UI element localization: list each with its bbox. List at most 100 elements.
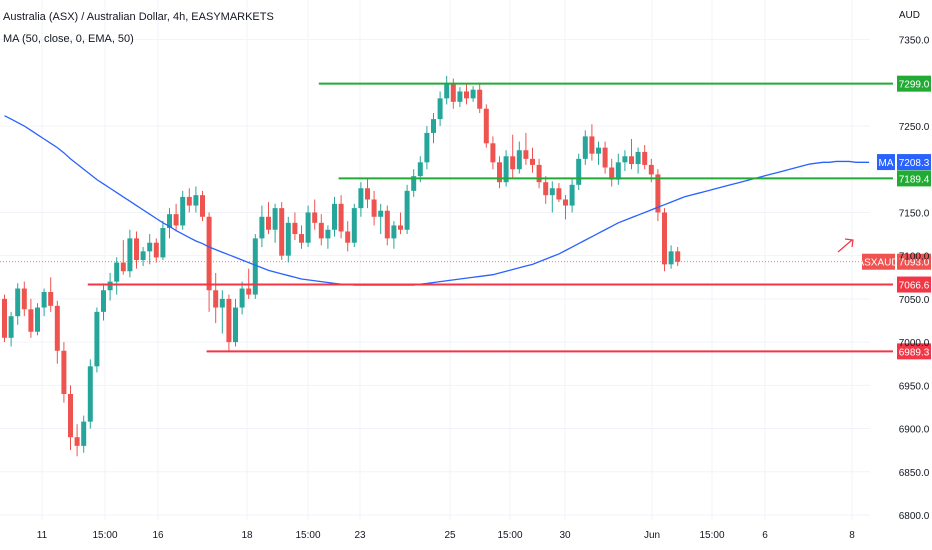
candle-body [431,119,436,133]
y-tick-label: 6950.0 [899,381,930,392]
x-tick-label: 11 [37,530,48,541]
candle-body [589,136,595,154]
candle-body [457,91,463,102]
candle-body [173,214,179,226]
level-tag-label: 7299.0 [899,80,930,91]
candle-body [378,210,384,217]
candle-body [629,156,634,165]
candle-body [292,222,298,235]
candle-body [516,150,522,170]
candle-body [444,82,450,99]
candle-body [167,214,172,229]
candle-body [543,182,549,196]
ma-tag-value-label: 7208.3 [899,158,930,169]
y-tick-label: 6800.0 [899,511,930,522]
candle-body [648,164,654,175]
candle-body [299,234,304,243]
y-tick-label: 7250.0 [899,122,930,133]
candle-body [41,291,47,308]
candle-body [193,195,199,206]
ma-tag-name-label: MA [879,158,894,169]
candle-body [305,212,311,243]
symbol-title[interactable]: Australia (ASX) / Australian Dollar, 4h,… [3,11,274,23]
candle-body [424,132,430,163]
ma-tag-name [877,154,895,171]
y-tick-label: 7150.0 [899,208,930,219]
candle-body [371,199,377,217]
candle-body [134,238,139,260]
symbol-tag-value [897,253,931,270]
candle-body [556,188,562,200]
arrow-annotation [837,238,854,253]
level-tag [897,170,931,187]
candle-body [325,229,331,239]
candle-body [127,238,133,272]
candle-body [206,216,212,291]
level-tag [897,75,931,92]
candle-body [437,98,443,120]
y-tick-label: 7000.0 [899,338,930,349]
candle-body [464,91,469,99]
candle-body [483,108,489,144]
level-tag [897,276,931,293]
candle-body [662,212,667,265]
candle-body [635,151,641,165]
candle-body [536,164,542,183]
candle-body [470,89,476,99]
candle-body [200,195,205,217]
symbol-tag-name [862,253,895,270]
candle-body [318,222,324,239]
x-tick-label: 15:00 [699,530,724,541]
x-tick-label: 23 [354,530,366,541]
candle-body [365,188,370,200]
candle-body [266,216,271,230]
candle-body [622,156,628,163]
candle-body [563,199,568,206]
x-tick-label: 30 [559,530,571,541]
symbol-tag-name-label: ASXAUD [857,258,898,269]
candle-body [101,290,106,312]
x-tick-label: 15:00 [295,530,320,541]
x-tick-label: 6 [762,530,768,541]
x-tick-label: Jun [644,530,660,541]
candle-body [87,366,93,422]
candle-body [510,156,516,170]
y-tick-label: 7100.0 [899,252,930,263]
x-tick-label: 15:00 [92,530,117,541]
level-tag-label: 7189.4 [899,174,930,185]
candle-body [411,176,417,191]
candle-body [239,288,245,308]
candle-body [358,188,364,209]
candle-body [48,291,54,306]
x-tick-label: 15:00 [497,530,522,541]
candle-body [404,190,410,230]
candle-body [675,251,681,262]
candle-body [120,262,126,272]
candle-body [252,238,258,295]
candle-body [602,147,608,168]
candle-body [61,350,67,394]
ma-line [4,115,870,286]
candle-body [345,231,351,243]
candle-body [417,162,423,177]
candle-body [21,288,27,310]
candle-body [351,208,357,243]
indicator-legend[interactable]: MA (50, close, 0, EMA, 50) [3,33,134,45]
candle-body [398,225,403,230]
candle-body [549,188,555,196]
candle-body [285,222,291,256]
candle-body [668,251,674,265]
candle-body [332,203,337,230]
candle-body [114,262,120,282]
candle-body [615,162,621,180]
y-tick-label: 6900.0 [899,425,930,436]
candle-body [74,437,80,446]
candle-body [576,158,582,185]
candle-body [655,174,661,213]
candle-body [272,208,278,230]
x-tick-label: 25 [444,530,456,541]
level-tag-label: 7066.6 [899,281,930,292]
candle-body [68,393,73,438]
